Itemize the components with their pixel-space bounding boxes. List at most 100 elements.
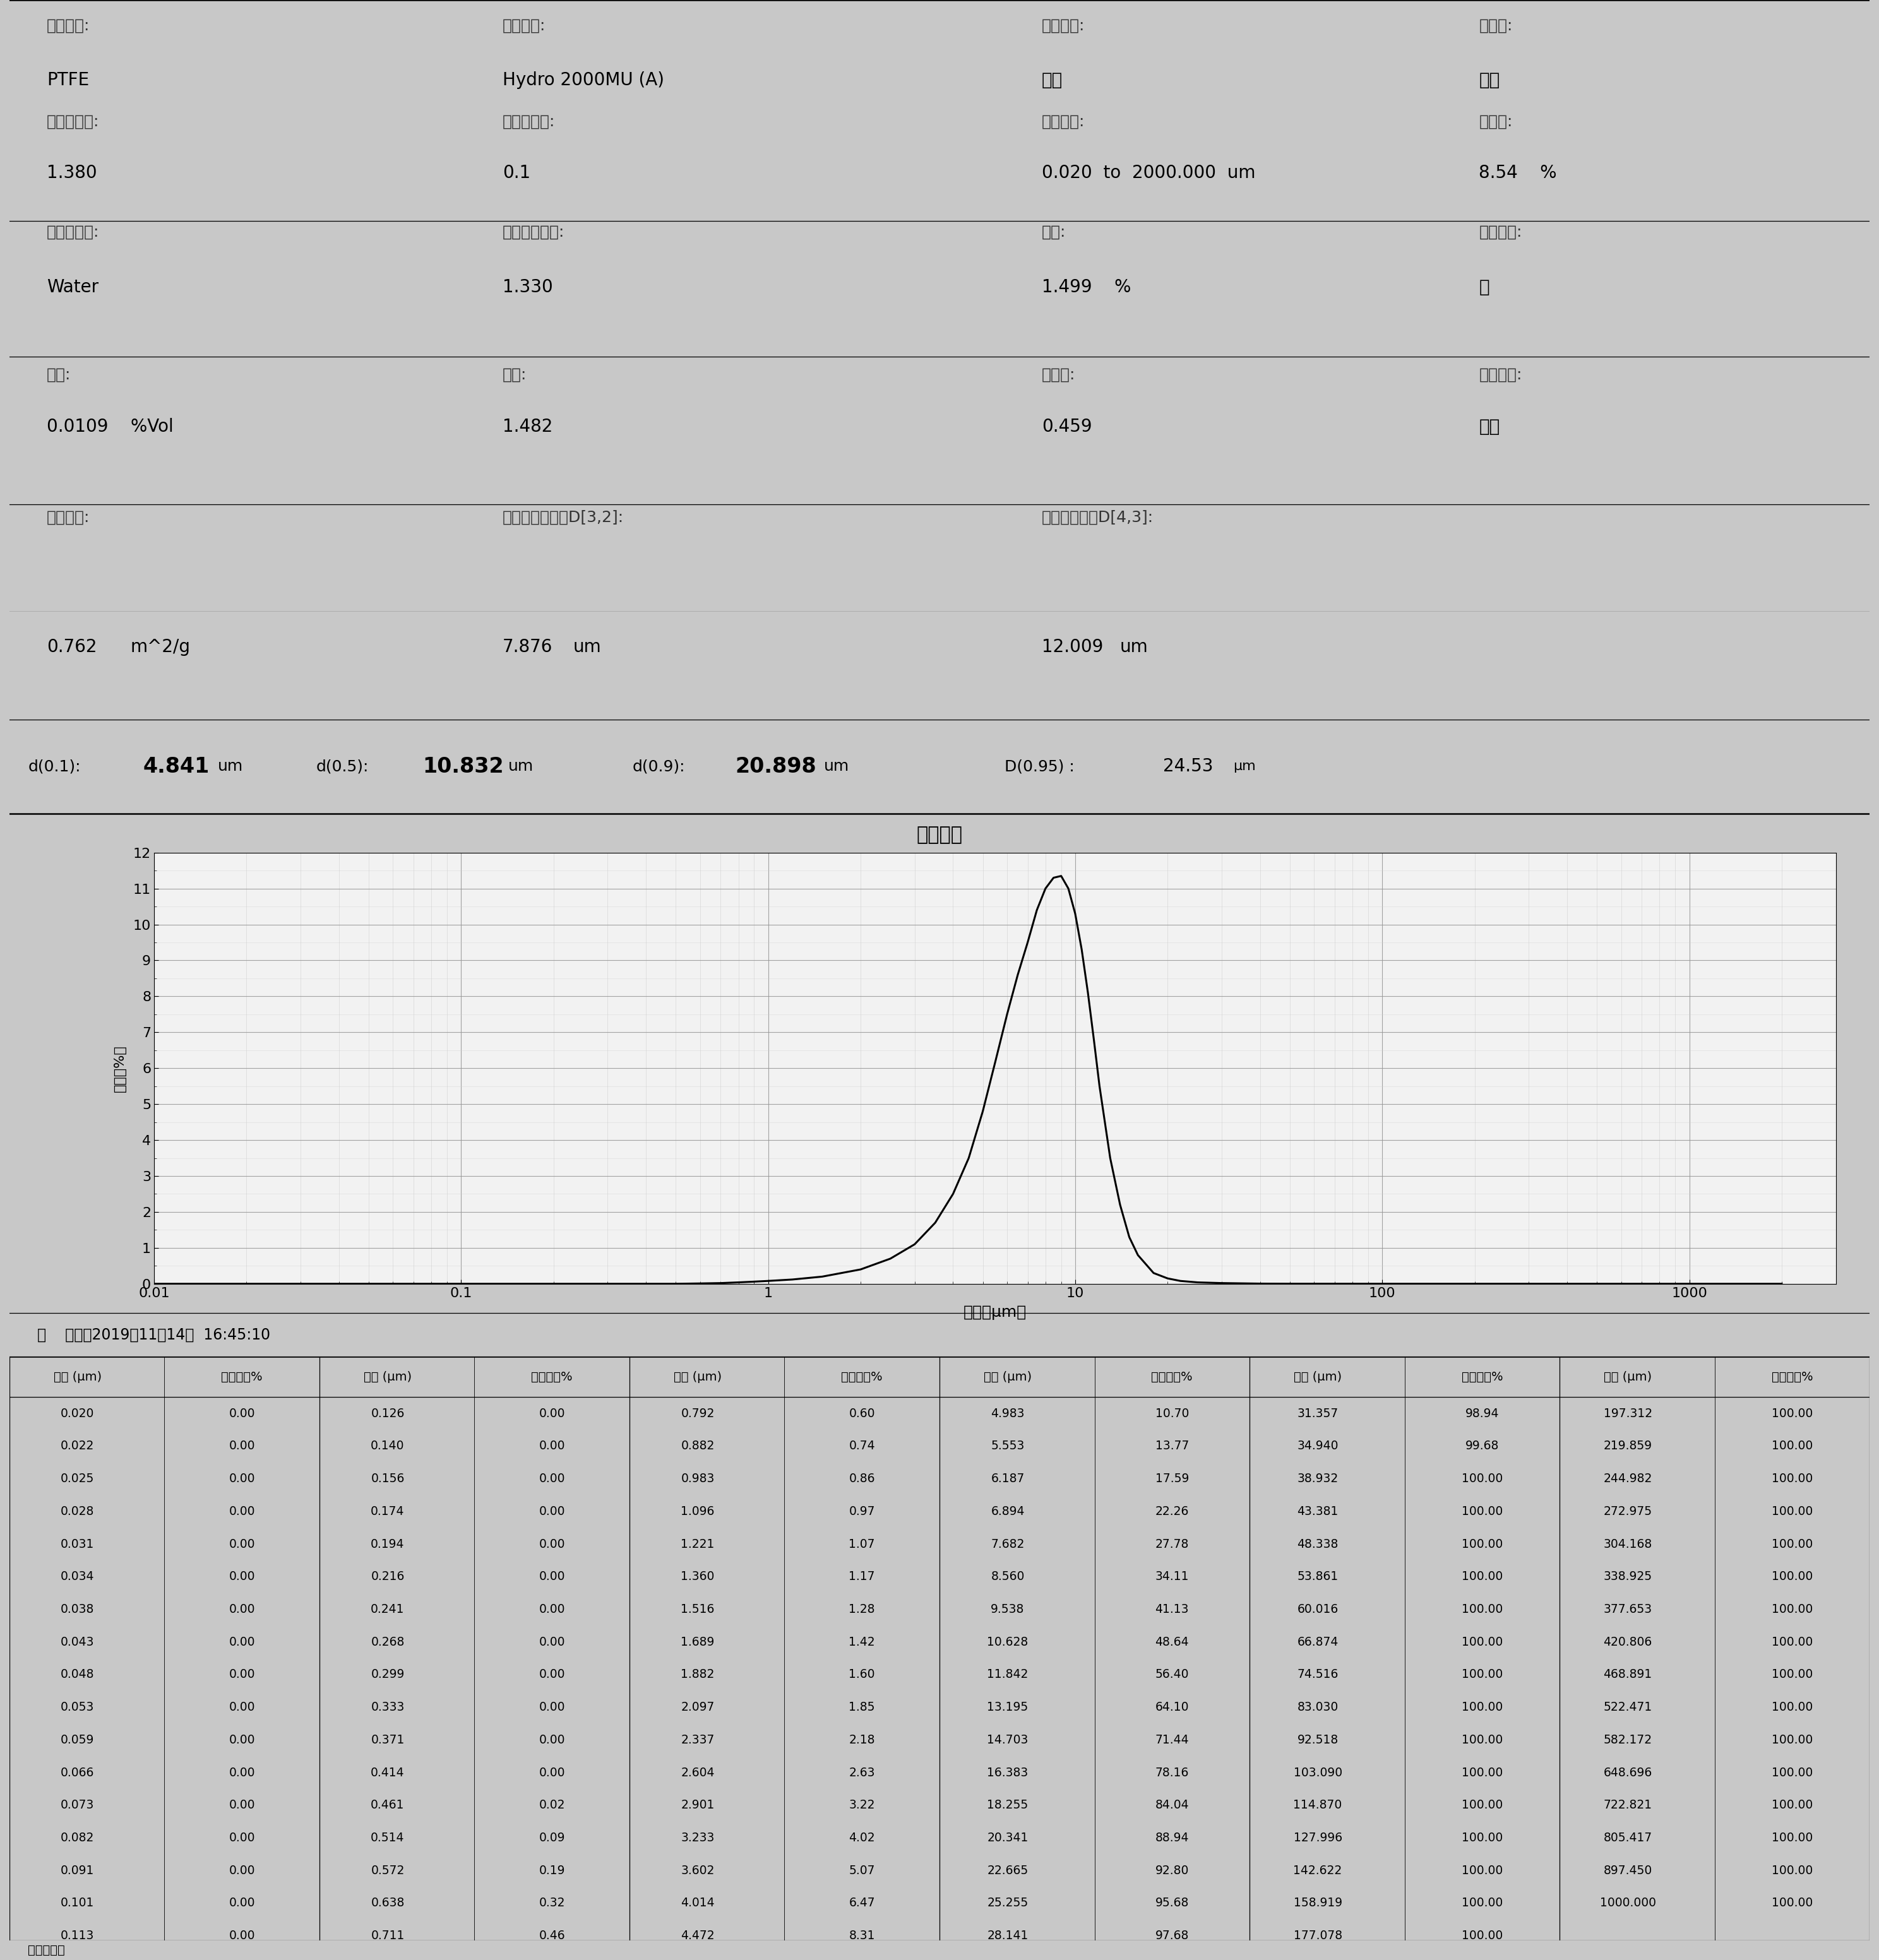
Text: 100.00: 100.00 <box>1772 1570 1813 1584</box>
Text: 92.80: 92.80 <box>1156 1864 1189 1876</box>
Text: 1.85: 1.85 <box>849 1701 876 1713</box>
Text: 100.00: 100.00 <box>1772 1897 1813 1909</box>
Text: 41.13: 41.13 <box>1156 1603 1189 1615</box>
Text: 粒度 (μm): 粒度 (μm) <box>985 1370 1032 1384</box>
Text: 关: 关 <box>1479 278 1490 296</box>
Text: 24.53: 24.53 <box>1163 757 1214 776</box>
Text: 4.014: 4.014 <box>680 1897 714 1909</box>
Text: um: um <box>218 759 242 774</box>
Text: 2.63: 2.63 <box>849 1766 876 1778</box>
Text: 100.00: 100.00 <box>1462 1735 1503 1746</box>
Text: 结果类别:: 结果类别: <box>1479 367 1522 382</box>
Text: 100.00: 100.00 <box>1462 1472 1503 1486</box>
Text: 100.00: 100.00 <box>1462 1668 1503 1680</box>
Text: 9.538: 9.538 <box>990 1603 1024 1615</box>
Text: 53.861: 53.861 <box>1297 1570 1338 1584</box>
Text: 100.00: 100.00 <box>1772 1864 1813 1876</box>
Text: 2.097: 2.097 <box>680 1701 714 1713</box>
Text: 34.940: 34.940 <box>1297 1441 1338 1452</box>
Text: 0.638: 0.638 <box>370 1897 404 1909</box>
Text: 6.894: 6.894 <box>990 1505 1024 1517</box>
Text: 0.091: 0.091 <box>60 1864 94 1876</box>
Text: 0.00: 0.00 <box>229 1799 256 1811</box>
Text: 0.00: 0.00 <box>539 1701 566 1713</box>
Text: 0.00: 0.00 <box>539 1668 566 1680</box>
Text: 0.711: 0.711 <box>370 1931 404 1942</box>
Text: 0.020: 0.020 <box>60 1407 94 1419</box>
Text: 100.00: 100.00 <box>1772 1441 1813 1452</box>
Text: 100.00: 100.00 <box>1462 1701 1503 1713</box>
Text: um: um <box>1120 639 1148 657</box>
Text: 0.572: 0.572 <box>370 1864 404 1876</box>
Text: 64.10: 64.10 <box>1156 1701 1189 1713</box>
Text: 338.925: 338.925 <box>1603 1570 1652 1584</box>
Text: 0.00: 0.00 <box>229 1407 256 1419</box>
Text: 1.882: 1.882 <box>680 1668 714 1680</box>
Text: 0.414: 0.414 <box>370 1766 404 1778</box>
Text: 灵敏度:: 灵敏度: <box>1479 18 1513 33</box>
Text: 0.073: 0.073 <box>60 1799 94 1811</box>
Text: 100.00: 100.00 <box>1462 1637 1503 1648</box>
Text: 100.00: 100.00 <box>1462 1931 1503 1942</box>
Text: 0.333: 0.333 <box>370 1701 404 1713</box>
Text: d(0.5):: d(0.5): <box>316 759 368 774</box>
Text: 0.00: 0.00 <box>229 1603 256 1615</box>
Text: 13.77: 13.77 <box>1156 1441 1189 1452</box>
Text: 粒度 (μm): 粒度 (μm) <box>1605 1370 1652 1384</box>
Text: 0.059: 0.059 <box>60 1735 94 1746</box>
Text: 100.00: 100.00 <box>1462 1766 1503 1778</box>
Text: 100.00: 100.00 <box>1772 1766 1813 1778</box>
Text: 7.682: 7.682 <box>990 1539 1024 1550</box>
Text: 0.60: 0.60 <box>849 1407 876 1419</box>
Text: 0.86: 0.86 <box>849 1472 876 1486</box>
Text: 4.02: 4.02 <box>849 1833 876 1844</box>
Text: 0.00: 0.00 <box>229 1897 256 1909</box>
Text: 残差:: 残差: <box>1041 225 1065 239</box>
Text: 3.22: 3.22 <box>849 1799 876 1811</box>
Text: 0.043: 0.043 <box>60 1637 94 1648</box>
Text: 0.174: 0.174 <box>370 1505 404 1517</box>
Text: 12.009: 12.009 <box>1041 639 1103 657</box>
Text: 100.00: 100.00 <box>1462 1570 1503 1584</box>
Text: 体积不足%: 体积不足% <box>1462 1370 1503 1384</box>
Text: 98.94: 98.94 <box>1466 1407 1499 1419</box>
Text: 0.113: 0.113 <box>60 1931 94 1942</box>
Text: 1000.000: 1000.000 <box>1599 1897 1655 1909</box>
Text: 78.16: 78.16 <box>1156 1766 1189 1778</box>
Text: 127.996: 127.996 <box>1293 1833 1342 1844</box>
Text: 0.00: 0.00 <box>229 1505 256 1517</box>
Text: 1.07: 1.07 <box>849 1539 876 1550</box>
Text: 100.00: 100.00 <box>1462 1864 1503 1876</box>
Text: 0.140: 0.140 <box>370 1441 404 1452</box>
Text: 5.07: 5.07 <box>849 1864 876 1876</box>
Text: 体积: 体积 <box>1479 417 1499 435</box>
Text: 0.00: 0.00 <box>539 1407 566 1419</box>
Text: 0.00: 0.00 <box>229 1735 256 1746</box>
Text: 0.048: 0.048 <box>60 1668 94 1680</box>
Text: 遮光度:: 遮光度: <box>1479 114 1513 129</box>
Text: 805.417: 805.417 <box>1603 1833 1652 1844</box>
Text: 0.19: 0.19 <box>539 1864 566 1876</box>
Text: 1.60: 1.60 <box>849 1668 876 1680</box>
Text: 8.31: 8.31 <box>849 1931 876 1942</box>
Text: 468.891: 468.891 <box>1603 1668 1652 1680</box>
Text: 1.096: 1.096 <box>680 1505 714 1517</box>
Text: 1.221: 1.221 <box>680 1539 714 1550</box>
Text: 0.00: 0.00 <box>229 1472 256 1486</box>
Text: 17.59: 17.59 <box>1156 1472 1189 1486</box>
Text: 1.28: 1.28 <box>849 1603 876 1615</box>
Text: 0.74: 0.74 <box>849 1441 876 1452</box>
Text: 0.371: 0.371 <box>370 1735 404 1746</box>
Text: 操作说明：: 操作说明： <box>28 1944 66 1956</box>
Text: 22.26: 22.26 <box>1156 1505 1189 1517</box>
Text: 0.983: 0.983 <box>680 1472 714 1486</box>
Text: 0.216: 0.216 <box>370 1570 404 1584</box>
Text: 27.78: 27.78 <box>1156 1539 1189 1550</box>
Text: 0.268: 0.268 <box>370 1637 404 1648</box>
Text: 粒度 (μm): 粒度 (μm) <box>54 1370 101 1384</box>
Text: 1.42: 1.42 <box>849 1637 876 1648</box>
Text: 体积不足%: 体积不足% <box>1772 1370 1813 1384</box>
Text: PTFE: PTFE <box>47 71 88 88</box>
Text: 0.00: 0.00 <box>539 1539 566 1550</box>
Text: 0.882: 0.882 <box>680 1441 714 1452</box>
